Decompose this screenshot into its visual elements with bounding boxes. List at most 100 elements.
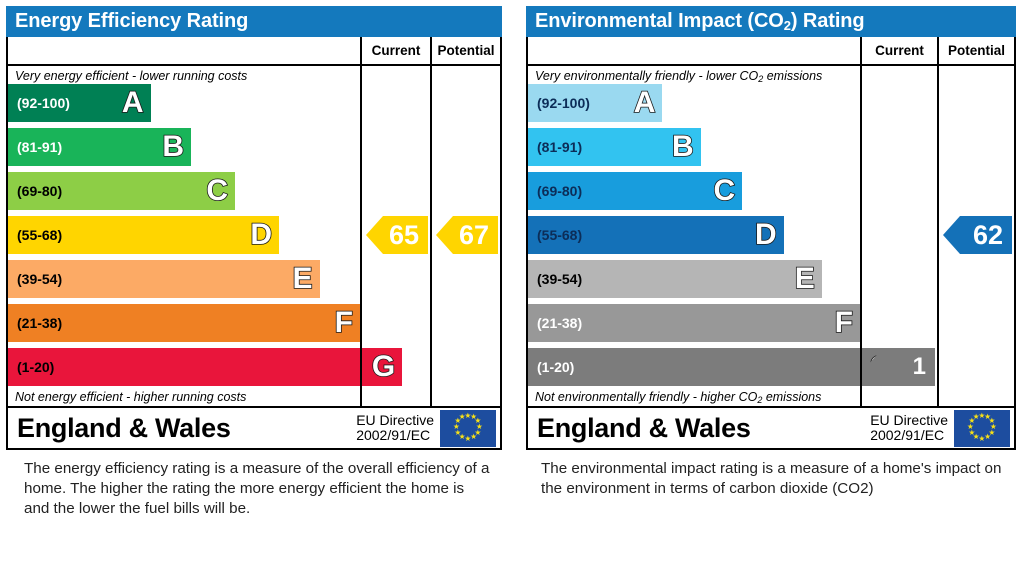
band-c: (69-80) C [8,172,236,210]
band-letter-a: A [633,86,656,119]
eu-flag-star: ★ [972,412,980,422]
energy-table-header: Current Potential [8,37,500,66]
eu-flag-star: ★ [454,416,462,426]
band-letter-g: G [371,350,396,383]
band-g: (1-20)G [528,348,900,386]
band-f: (21-38) F [528,304,860,342]
environmental-column-potential: Potential [937,37,1014,64]
energy-top-caption: Very energy efficient - lower running co… [15,69,248,83]
environmental-impact-panel: Environmental Impact (CO2) Rating Curren… [512,0,1024,572]
energy-region-label: England & Wales [17,412,231,443]
band-range-label: (81-91) [17,139,63,155]
environmental-top-caption-suffix: emissions [763,69,823,83]
band-a: (92-100) A [528,84,663,122]
eu-flag-icon: ★ ★ ★ ★ ★ ★ ★ ★ ★ ★ ★ ★ [954,409,1010,447]
energy-footer: England & Wales EU Directive 2002/91/EC … [6,408,502,450]
environmental-top-caption-prefix: Very environmentally friendly - lower CO [535,69,759,83]
eu-flag-star: ★ [978,410,986,420]
energy-directive-line1: EU Directive [356,411,434,428]
band-range-label: (69-80) [537,183,583,199]
energy-efficiency-panel: Energy Efficiency Rating Current Potenti… [6,6,502,517]
band-range-label: (81-91) [537,139,583,155]
eu-flag-icon: ★ ★ ★ ★ ★ ★ ★ ★ ★ ★ ★ ★ [440,409,496,447]
potential-rating-arrow: 67 [436,216,498,254]
energy-header-spacer [8,37,360,64]
environmental-description: The environmental impact rating is a mea… [541,460,1002,497]
eu-flag-star: ★ [474,416,482,426]
band-letter-a: A [121,86,144,119]
environmental-column-current: Current [860,37,937,64]
band-range-label: (39-54) [17,271,63,287]
eu-flag-star: ★ [470,431,477,441]
environmental-band-list: (92-100) A (81-91) B (69-80) C (55-68) D (39-54)… [528,84,900,386]
energy-bands-column: Very energy efficient - lower running co… [8,66,403,406]
environmental-table-header: Current Potential [528,37,1014,66]
current-rating-arrow: 1 [866,348,935,386]
band-f: (21-38) F [8,304,360,342]
environmental-table-body: Very environmentally friendly - lower CO… [528,66,1014,406]
eu-flag-star: ★ [470,412,477,422]
band-letter-b: B [162,130,185,163]
environmental-current-column: 1 [860,66,937,406]
environmental-eu-directive: EU Directive 2002/91/EC [870,412,954,443]
band-range-label: (21-38) [17,315,63,331]
band-range-label: (1-20) [17,359,55,375]
environmental-top-caption: Very environmentally friendly - lower CO… [528,66,860,84]
band-letter-b: B [671,130,694,163]
eu-flag-star: ★ [454,427,462,437]
environmental-top-caption-subscript: 2 [758,74,764,84]
eu-flag-star: ★ [458,431,466,441]
band-e: (39-54) E [528,260,822,298]
environmental-title-bar: Environmental Impact (CO2) Rating [526,6,1016,37]
eu-flag-star: ★ [988,416,996,426]
eu-flag-star: ★ [968,427,976,437]
band-range-label: (39-54) [537,271,583,287]
band-range-label: (92-100) [537,95,590,111]
band-range-label: (92-100) [17,95,70,111]
eu-flag-star: ★ [464,410,472,420]
band-range-label: (69-80) [17,183,63,199]
environmental-directive-line2: 2002/91/EC [870,427,945,443]
energy-title: Energy Efficiency Rating [15,10,249,32]
energy-current-column: 65 [360,66,430,406]
environmental-region-label: England & Wales [537,412,751,443]
energy-chart-table: Current Potential Very energy efficient … [6,37,502,408]
environmental-footer: England & Wales EU Directive 2002/91/EC … [526,408,1016,450]
potential-rating-arrow: 62 [943,216,1012,254]
band-range-label: (1-20) [537,359,575,375]
energy-band-list: (92-100) A (81-91) B (69-80) C (55-68) D (39-54)… [8,84,403,386]
band-g: (1-20) G [8,348,403,386]
energy-column-current: Current [360,37,430,64]
environmental-bottom-caption: Not environmentally friendly - higher CO… [528,386,860,406]
eu-flag-star: ★ [978,433,986,443]
band-letter-d: D [754,218,777,251]
band-d: (55-68) D [8,216,280,254]
band-letter-d: D [250,218,273,251]
environmental-potential-column: 62 [937,66,1014,406]
energy-potential-column: 67 [430,66,500,406]
environmental-chart-table: Current Potential Very environmentally f… [526,37,1016,408]
environmental-bands-column: Very environmentally friendly - lower CO… [528,66,900,406]
band-range-label: (21-38) [537,315,583,331]
band-letter-f: F [334,306,354,339]
environmental-title-subscript: 2 [783,18,791,33]
eu-flag-star: ★ [453,422,460,431]
band-c: (69-80) C [528,172,743,210]
environmental-bottom-caption-prefix: Not environmentally friendly - higher CO [535,390,758,404]
eu-flag-star: ★ [990,422,997,431]
energy-table-body: Very energy efficient - lower running co… [8,66,500,406]
eu-flag-star: ★ [968,416,976,426]
band-a: (92-100) A [8,84,151,122]
band-letter-e: E [292,262,314,295]
band-b: (81-91) B [528,128,701,166]
eu-flag-star: ★ [984,431,991,441]
eu-flag-star: ★ [476,422,483,431]
band-letter-f: F [834,306,854,339]
energy-title-bar: Energy Efficiency Rating [6,6,502,37]
energy-eu-directive: EU Directive 2002/91/EC [356,411,440,443]
eu-flag-star: ★ [972,431,980,441]
band-b: (81-91) B [8,128,192,166]
eu-flag-star: ★ [984,412,991,422]
eu-flag-star: ★ [967,422,974,431]
